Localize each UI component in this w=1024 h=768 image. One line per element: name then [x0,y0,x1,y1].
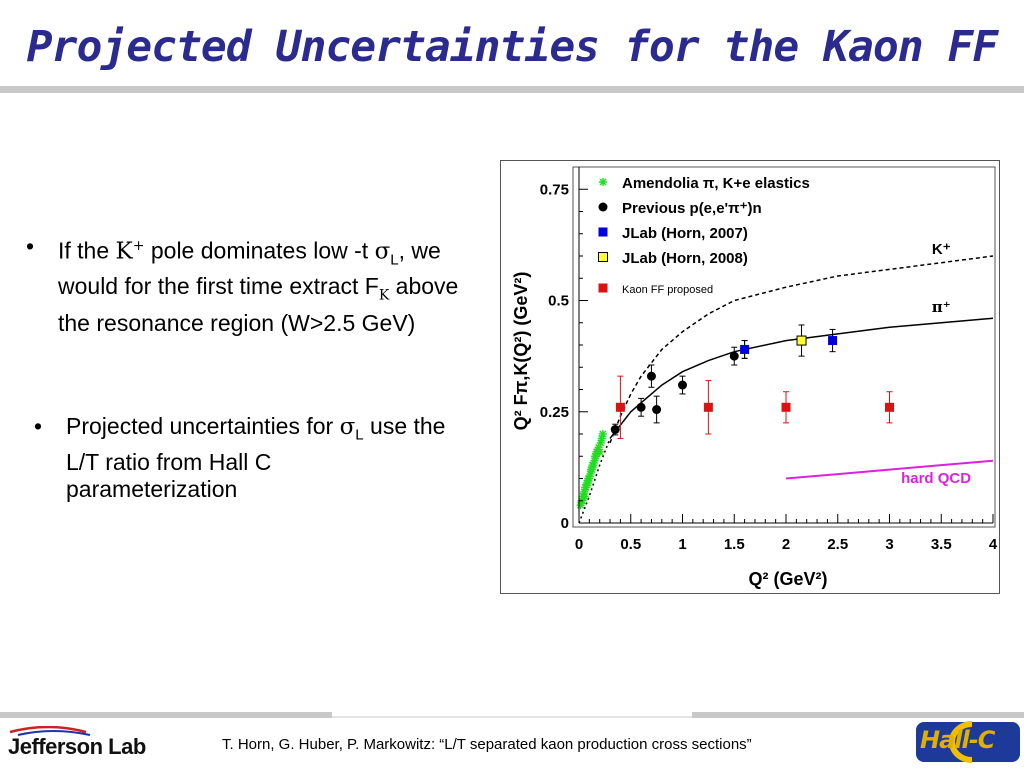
horn2008-point [796,335,807,346]
x-tick-label: 1.5 [724,536,745,553]
pion-curve-label: π⁺ [932,298,951,316]
asterisk-stroke [597,439,605,447]
hall-c-text: Hall-C [920,726,995,754]
asterisk-stroke [596,448,604,456]
bullet-1-text-d: above the resonance region (W>2.5 GeV) [58,273,459,336]
slide-title: Projected Uncertainties for the Kaon FF [26,22,999,72]
amendolia-point [598,430,607,438]
bullet-1-text-b: pole dominates low -t [144,237,375,264]
x-tick-label: 3 [885,536,893,553]
sigma-subscript: L [390,251,399,269]
bullet-1-text-c: , we would for the first time extract F [58,237,441,300]
legend-entry: JLab (Horn, 2008) [622,250,748,267]
hall-c-logo: Hall-C [912,718,1024,768]
y-tick-label: 0 [561,515,569,532]
low-q2-curve [578,438,611,524]
kaon-ff-point [703,402,713,412]
x-tick-label: 1 [678,536,686,553]
y-axis-label: Q² Fπ,K(Q²) (GeV²) [511,272,531,431]
bullet-2: • Projected uncertainties for σL use the… [34,413,446,503]
hall-c-emblem-icon [916,721,1020,763]
asterisk-stroke [581,492,589,500]
chart-svg: 0 0.5 1 1.5 2 2.5 3 3.5 4 0 0.25 0.5 0.75 Q² (GeV²) Q²… [511,166,998,589]
x-tick-label: 4 [989,536,998,553]
logo-text: Jefferson Lab [8,734,146,759]
title-divider [0,86,1024,93]
sigma-symbol: σ [339,414,356,440]
sigma-symbol: σ [374,238,391,265]
footer-divider-mid [332,716,692,718]
bullet-2-text-a: Projected uncertainties for [66,413,340,439]
previous-point [652,405,662,415]
x-tick-label: 0 [575,536,583,553]
kaon-symbol: K [115,238,133,265]
previous-point [636,402,646,412]
kaon-ff-point [781,402,791,412]
asterisk-stroke [599,430,607,438]
kaon-curve-label: K⁺ [932,241,951,258]
y-tick-label: 0.5 [548,293,569,310]
bullet-list: • If the K+ pole dominates low -t σL, we… [0,0,480,700]
y-tick-label: 0.25 [540,404,569,421]
form-factor-chart: 0 0.5 1 1.5 2 2.5 3 3.5 4 0 0.25 0.5 0.75 Q² (GeV²) Q²… [500,160,1000,594]
previous-point [610,425,620,435]
bullet-2-text-b: use the L/T ratio from Hall C parameteri… [66,413,446,502]
amendolia-point [580,492,589,501]
kaon-curve [609,255,994,444]
legend-entry: Previous p(e,e'π⁺)n [622,200,762,217]
asterisk-stroke [599,178,607,186]
kaon-charge: + [132,238,145,254]
x-tick-label: 0.5 [620,536,641,553]
legend-entry: Kaon FF proposed [622,284,713,296]
legend-swatch [598,252,608,262]
sigma-subscript: L [355,426,364,444]
x-axis-label: Q² (GeV²) [749,569,828,589]
legend-swatch [598,227,608,237]
kaon-ff-point [885,402,894,412]
asterisk-stroke [598,434,606,442]
footer-divider-left [0,712,332,718]
previous-point [646,371,656,381]
jefferson-lab-logo: Jefferson Lab [8,726,178,762]
legend-swatch [598,283,608,293]
previous-point [729,351,739,361]
pion-curve [609,317,994,439]
bullet-1-text-a: If the [58,237,116,264]
kaon-ff-point [615,402,625,412]
bullet-1: • If the K+ pole dominates low -t σL, we… [26,233,468,337]
x-tick-label: 2.5 [827,536,848,553]
footer-citation: T. Horn, G. Huber, P. Markowitz: “L/T se… [222,736,752,753]
x-tick-label: 2 [782,536,790,553]
horn2007-point [740,344,750,354]
legend-swatch [598,202,608,212]
amendolia-point [595,447,604,456]
logo-swoosh-icon [9,726,91,736]
previous-point [678,380,687,390]
asterisk-stroke [589,461,598,469]
bullet-marker: • [26,233,35,259]
legend-entry: Amendolia π, K+e elastics [622,175,810,192]
legend-entry: JLab (Horn, 2007) [622,225,748,242]
asterisk-stroke [585,474,593,483]
legend-swatch [599,178,607,186]
y-tick-label: 0.75 [540,181,569,198]
hard-qcd-curve [785,459,994,480]
plot-area-border [572,166,996,528]
ff-subscript: K [378,287,390,304]
horn2007-point [828,336,838,346]
hard-qcd-label: hard QCD [901,470,971,487]
x-tick-label: 3.5 [931,536,952,553]
footer-divider-right [692,712,1024,718]
bullet-marker: • [34,413,43,439]
